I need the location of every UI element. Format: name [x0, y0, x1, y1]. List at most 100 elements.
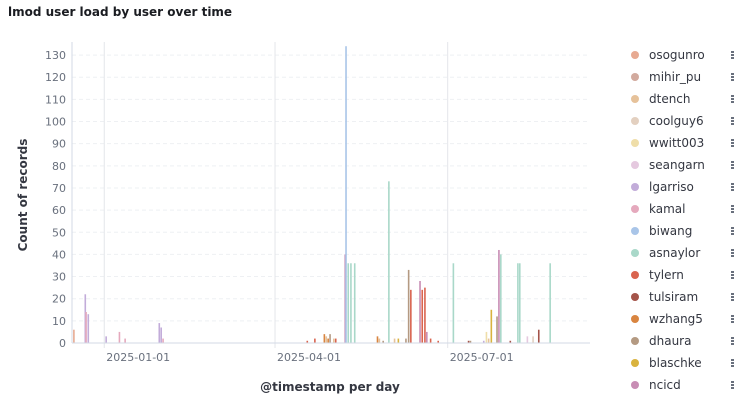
legend-options-icon[interactable] — [730, 51, 734, 59]
bar-coolguy6[interactable] — [532, 336, 534, 343]
legend-options-icon[interactable] — [730, 315, 734, 323]
legend-options-icon[interactable] — [730, 73, 734, 81]
bar-kamal[interactable] — [85, 311, 87, 343]
bar-ncicd[interactable] — [498, 249, 500, 343]
bar-asnaylor[interactable] — [353, 263, 356, 343]
bar-dhaura[interactable] — [382, 340, 384, 343]
bar-dhaura[interactable] — [496, 316, 498, 343]
bar-dtench[interactable] — [378, 338, 381, 343]
bar-asnaylor[interactable] — [517, 263, 519, 343]
legend-item-tylern[interactable]: tylern — [624, 264, 740, 286]
legend-item-asnaylor[interactable]: asnaylor — [624, 242, 740, 264]
bar-asnaylor[interactable] — [350, 263, 352, 343]
legend-options-icon[interactable] — [730, 293, 734, 301]
bar-asnaylor[interactable] — [388, 181, 390, 343]
legend-options-icon[interactable] — [730, 205, 734, 213]
bar-dhaura[interactable] — [329, 334, 331, 343]
bars — [73, 46, 551, 343]
bar-wzhang5[interactable] — [376, 336, 379, 343]
chart-title: lmod user load by user over time — [8, 5, 233, 19]
legend-item-seangarn[interactable]: seangarn — [624, 154, 740, 176]
legend-label: osogunro — [649, 48, 705, 62]
bar-asnaylor[interactable] — [500, 254, 502, 343]
bar-kamal[interactable] — [124, 338, 126, 343]
bar-blaschke[interactable] — [397, 338, 400, 343]
legend-swatch-icon — [631, 117, 639, 125]
bar-lgarriso[interactable] — [87, 314, 90, 343]
bar-tylern[interactable] — [424, 287, 426, 343]
legend-options-icon[interactable] — [730, 161, 734, 169]
y-tick-label: 10 — [52, 315, 66, 328]
bar-tulsiram[interactable] — [467, 340, 470, 343]
bar-blaschke[interactable] — [490, 309, 493, 343]
legend-item-osogunro[interactable]: osogunro — [624, 44, 740, 66]
bar-lgarriso[interactable] — [482, 340, 485, 343]
bar-lgarriso[interactable] — [105, 336, 107, 343]
legend-options-icon[interactable] — [730, 117, 734, 125]
bar-wwitt003[interactable] — [485, 331, 488, 343]
bar-asnaylor[interactable] — [452, 263, 455, 343]
y-tick-label: 50 — [52, 226, 66, 239]
legend-label: lgarriso — [649, 180, 694, 194]
legend-swatch-icon — [631, 227, 639, 235]
legend-item-kamal[interactable]: kamal — [624, 198, 740, 220]
legend-label: ncicd — [649, 378, 681, 392]
bar-biwang[interactable] — [345, 46, 347, 343]
legend-item-wwitt003[interactable]: wwitt003 — [624, 132, 740, 154]
bar-seangarn[interactable] — [526, 336, 529, 343]
legend-item-ncicd[interactable]: ncicd — [624, 374, 740, 396]
bar-tylern[interactable] — [429, 338, 432, 343]
bar-ncicd[interactable] — [419, 280, 421, 343]
legend-options-icon[interactable] — [730, 359, 734, 367]
bar-tulsiram[interactable] — [537, 329, 540, 343]
bar-tylern[interactable] — [314, 338, 316, 343]
bar-ncicd[interactable] — [426, 331, 428, 343]
legend-item-tulsiram[interactable]: tulsiram — [624, 286, 740, 308]
legend-options-icon[interactable] — [730, 139, 734, 147]
legend-options-icon[interactable] — [730, 271, 734, 279]
bar-dtench[interactable] — [333, 338, 335, 343]
bar-dhaura[interactable] — [407, 269, 410, 343]
bar-dhaura[interactable] — [469, 340, 472, 343]
bar-tylern[interactable] — [306, 340, 309, 343]
bar-dtench[interactable] — [325, 336, 328, 343]
legend-swatch-icon — [631, 139, 639, 147]
legend-item-lgarriso[interactable]: lgarriso — [624, 176, 740, 198]
legend-options-icon[interactable] — [730, 249, 734, 257]
bar-dtench[interactable] — [487, 338, 490, 343]
bar-dhaura[interactable] — [405, 338, 407, 343]
legend-item-coolguy6[interactable]: coolguy6 — [624, 110, 740, 132]
bar-tulsiram[interactable] — [509, 340, 512, 343]
bar-tylern[interactable] — [437, 340, 440, 343]
legend-item-dtench[interactable]: dtench — [624, 88, 740, 110]
legend-options-icon[interactable] — [730, 95, 734, 103]
bar-tylern[interactable] — [421, 289, 424, 343]
bar-wzhang5[interactable] — [323, 334, 326, 343]
legend-options-icon[interactable] — [730, 337, 734, 345]
bar-wzhang5[interactable] — [327, 338, 329, 343]
legend-item-biwang[interactable]: biwang — [624, 220, 740, 242]
bar-tylern[interactable] — [334, 338, 337, 343]
legend-swatch-icon — [631, 73, 639, 81]
x-tick-label: 2025-07-01 — [450, 351, 514, 364]
legend-item-dhaura[interactable]: dhaura — [624, 330, 740, 352]
legend-options-icon[interactable] — [730, 227, 734, 235]
legend-item-mihir_pu[interactable]: mihir_pu — [624, 66, 740, 88]
y-tick-label: 130 — [45, 49, 66, 62]
legend-item-wzhang5[interactable]: wzhang5 — [624, 308, 740, 330]
bar-asnaylor[interactable] — [549, 263, 551, 343]
bar-dtench[interactable] — [393, 338, 396, 343]
bar-asnaylor[interactable] — [347, 263, 350, 343]
bar-asnaylor[interactable] — [518, 263, 521, 343]
legend-options-icon[interactable] — [730, 381, 734, 389]
y-tick-label: 120 — [45, 71, 66, 84]
bar-lgarriso[interactable] — [158, 323, 161, 343]
bar-kamal[interactable] — [162, 338, 164, 343]
legend-options-icon[interactable] — [730, 183, 734, 191]
y-tick-label: 30 — [52, 271, 66, 284]
bar-tylern[interactable] — [410, 289, 412, 343]
bar-osogunro[interactable] — [73, 329, 75, 343]
bar-kamal[interactable] — [118, 331, 121, 343]
bar-lgarriso[interactable] — [160, 327, 162, 343]
legend-item-blaschke[interactable]: blaschke — [624, 352, 740, 374]
